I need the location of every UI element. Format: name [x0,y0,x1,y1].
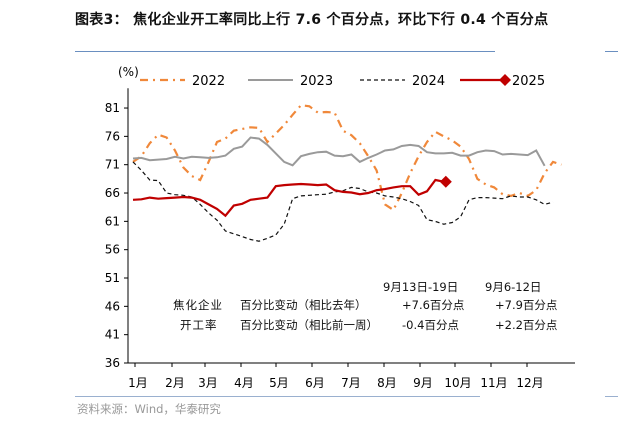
x-tick-label: 7月 [341,376,361,390]
y-tick-label: 51 [105,271,120,285]
legend-label-2022: 2022 [192,74,225,89]
x-tick-label: 12月 [516,376,543,390]
annotation-row1-v2: +7.9百分点 [495,298,558,312]
figure-title: 图表3： 焦化企业开工率同比上行 7.6 个百分点，环比下行 0.4 个百分点 [75,12,549,28]
legend-label-2025: 2025 [512,74,545,89]
annotation-row2-v1: -0.4百分点 [402,318,459,332]
title-divider [75,51,495,52]
x-tick-label: 5月 [269,376,289,390]
series-lines [132,104,562,242]
legend: 2022 2023 2024 2025 [140,74,545,89]
annotation-row1-label: 百分比变动（相比去年） [240,298,367,312]
axes: 36 41 46 51 56 61 66 71 76 81 1月 2月 3月 4月 5月 6月 7月 8月 9月 10… [105,88,575,390]
annotation-col1-header: 9月13日-19日 [383,280,459,294]
annotation-row-label-2: 开工率 [180,318,218,332]
y-tick-label: 66 [105,186,120,200]
series-line-2025 [132,178,445,218]
annotation-row2-label: 百分比变动（相比前一周） [240,318,378,332]
series-end-marker-2025 [439,175,452,188]
x-tick-label: 4月 [234,376,254,390]
annotation-row-label-1: 焦化企业 [173,298,223,312]
annotation-row1-v1: +7.6百分点 [402,298,465,312]
legend-label-2023: 2023 [300,74,333,89]
side-divider-bottom [605,396,618,397]
y-tick-label: 61 [105,214,120,228]
x-tick-label: 8月 [377,376,397,390]
y-tick-label: 76 [105,129,120,143]
x-tick-label: 1月 [128,376,148,390]
y-tick-label: 41 [105,328,120,342]
x-tick-label: 11月 [480,376,507,390]
y-tick-label: 71 [105,158,120,172]
x-tick-label: 6月 [305,376,325,390]
y-axis-unit: (%) [118,65,139,79]
legend-label-2024: 2024 [412,74,445,89]
side-divider [605,51,618,52]
y-tick-label: 46 [105,299,120,313]
annotation-col2-header: 9月6-12日 [485,280,542,294]
x-tick-label: 10月 [444,376,471,390]
y-tick-label: 81 [105,101,120,115]
annotation-row2-v2: +2.2百分点 [495,318,558,332]
series-line-2023 [132,136,546,167]
y-tick-label: 56 [105,243,120,257]
source-note: 资料来源：Wind，华泰研究 [77,402,221,416]
x-tick-label: 9月 [413,376,433,390]
series-line-2024 [132,161,554,242]
x-tick-label: 3月 [198,376,218,390]
legend-diamond-icon [499,74,511,86]
source-divider [75,396,480,397]
y-tick-label: 36 [105,356,120,370]
x-tick-label: 2月 [165,376,185,390]
